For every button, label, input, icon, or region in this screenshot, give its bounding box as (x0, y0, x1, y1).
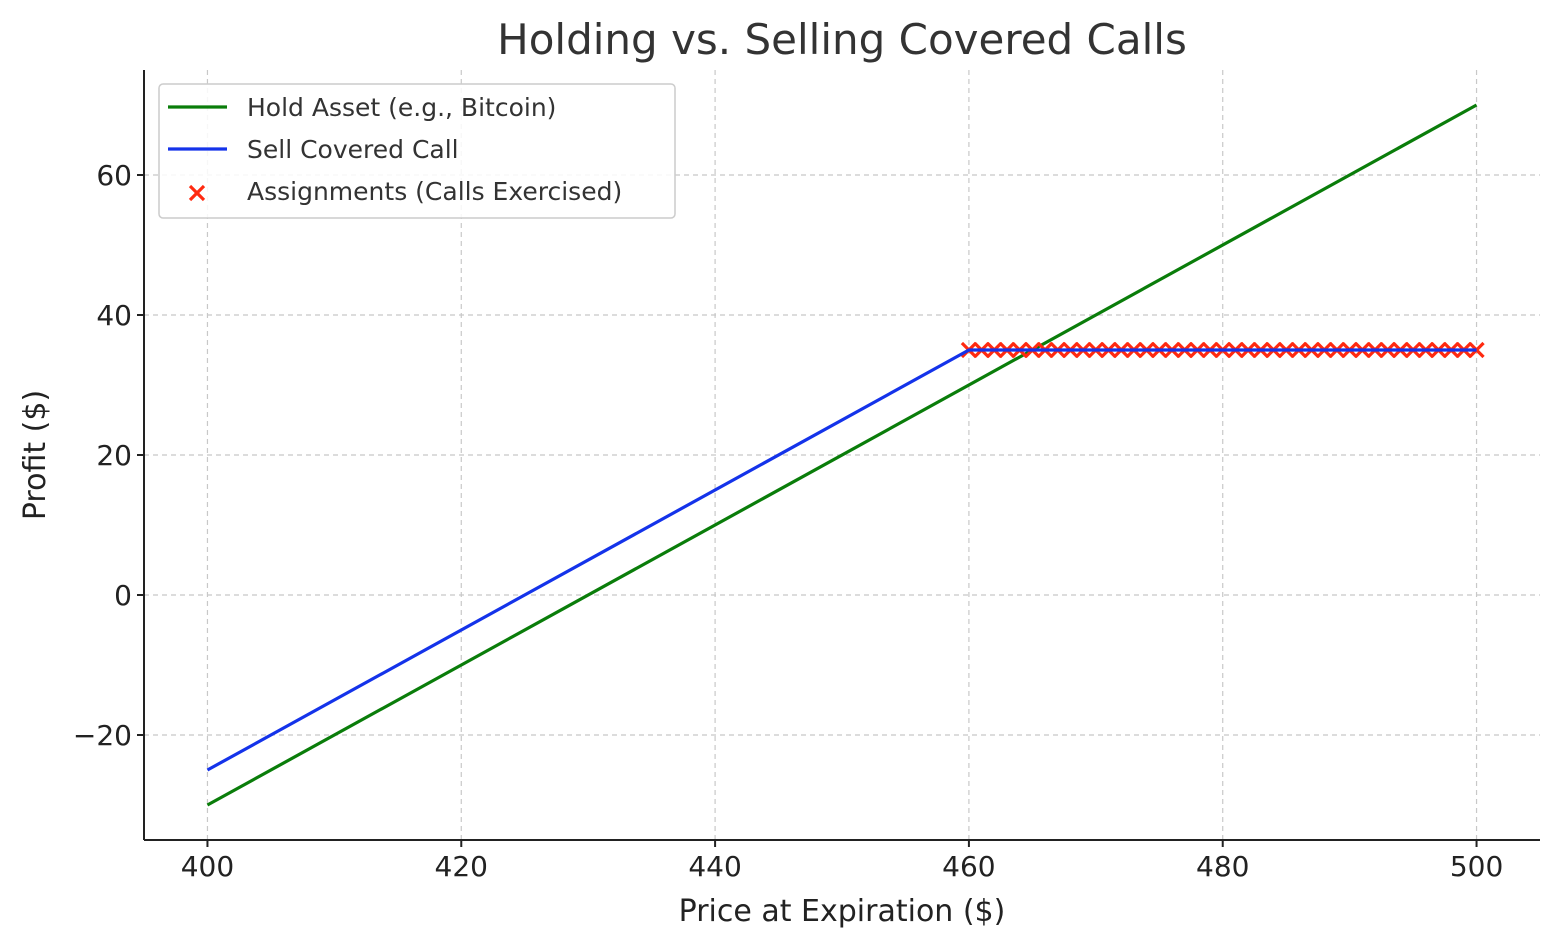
legend-label: Assignments (Calls Exercised) (247, 177, 622, 206)
x-tick-label: 420 (435, 850, 488, 883)
y-tick-label: 0 (114, 579, 132, 612)
legend-entry-sell-covered-call: Sell Covered Call (168, 135, 459, 164)
y-tick-label: −20 (73, 719, 132, 752)
legend-swatch (188, 184, 206, 202)
legend-label: Sell Covered Call (247, 135, 459, 164)
x-tick-label: 480 (1196, 850, 1249, 883)
chart-title: Holding vs. Selling Covered Calls (497, 15, 1187, 64)
x-tick-label: 460 (942, 850, 995, 883)
series-line-sell-covered-call (206, 348, 1477, 772)
legend-frame (158, 83, 676, 219)
y-axis-label: Profit ($) (18, 390, 53, 520)
x-axis-label: Price at Expiration ($) (679, 894, 1006, 929)
x-tick-label: 400 (181, 850, 234, 883)
legend: Hold Asset (e.g., Bitcoin) Sell Covered C… (158, 83, 676, 219)
x-tick-label: 500 (1450, 850, 1503, 883)
series-line-hold-asset (206, 103, 1478, 807)
y-ticks: −20 0 20 40 60 (73, 159, 144, 752)
x-ticks: 400 420 440 460 480 500 (181, 840, 1503, 883)
legend-entry-assignments: Assignments (Calls Exercised) (188, 177, 622, 206)
series-layer (206, 103, 1485, 807)
y-tick-label: 60 (96, 159, 132, 192)
legend-label: Hold Asset (e.g., Bitcoin) (247, 93, 556, 122)
y-tick-label: 40 (96, 299, 132, 332)
legend-entry-hold-asset: Hold Asset (e.g., Bitcoin) (168, 93, 556, 122)
y-tick-label: 20 (96, 439, 132, 472)
legend-entries: Hold Asset (e.g., Bitcoin) Sell Covered C… (168, 93, 622, 206)
x-tick-label: 440 (688, 850, 741, 883)
